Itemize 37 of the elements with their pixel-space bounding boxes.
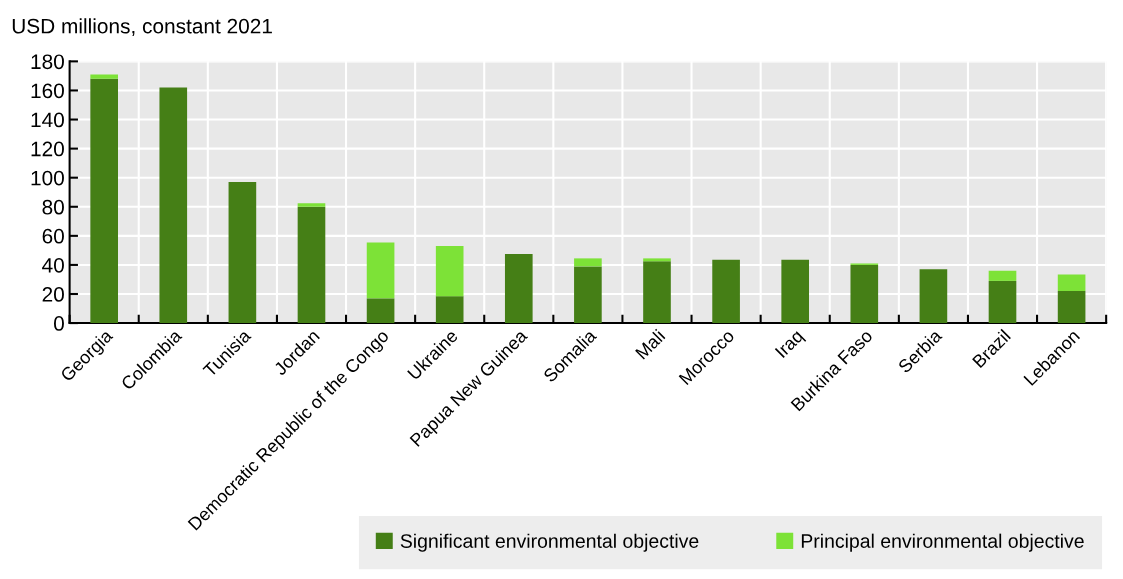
bar — [435, 246, 464, 297]
legend-label: Significant environmental objective — [400, 533, 699, 552]
bar — [919, 269, 948, 324]
y-tick-label: 40 — [42, 257, 64, 273]
bar — [1057, 291, 1086, 324]
bar — [988, 270, 1017, 281]
bar — [643, 261, 671, 324]
bar — [988, 280, 1017, 324]
bar — [643, 258, 671, 262]
bar — [712, 259, 740, 324]
y-tick-label: 0 — [53, 316, 64, 331]
x-tick-label: Iraq — [774, 329, 807, 361]
bar — [504, 254, 533, 324]
y-tick-label: 60 — [42, 228, 64, 244]
bar — [90, 74, 118, 79]
bar — [90, 78, 118, 324]
bar — [574, 258, 602, 267]
y-tick-label: 160 — [31, 83, 64, 99]
y-tick-label: 100 — [31, 170, 64, 186]
bar — [366, 242, 395, 299]
bar — [297, 206, 326, 324]
bar — [228, 182, 257, 324]
y-tick-label: 80 — [42, 199, 64, 215]
bar — [574, 266, 602, 324]
legend-label: Principal environmental objective — [801, 533, 1084, 552]
y-axis-title: USD millions, constant 2021 — [12, 18, 272, 36]
bar — [850, 264, 879, 324]
y-tick-label: 180 — [31, 54, 64, 70]
bar — [435, 296, 464, 324]
bar — [159, 87, 188, 324]
y-tick-label: 20 — [42, 287, 64, 302]
bar — [1057, 274, 1086, 292]
bar — [366, 298, 395, 324]
bar — [297, 203, 326, 207]
bar — [781, 259, 810, 324]
y-tick-label: 140 — [31, 112, 64, 128]
y-tick-label: 120 — [31, 141, 64, 157]
